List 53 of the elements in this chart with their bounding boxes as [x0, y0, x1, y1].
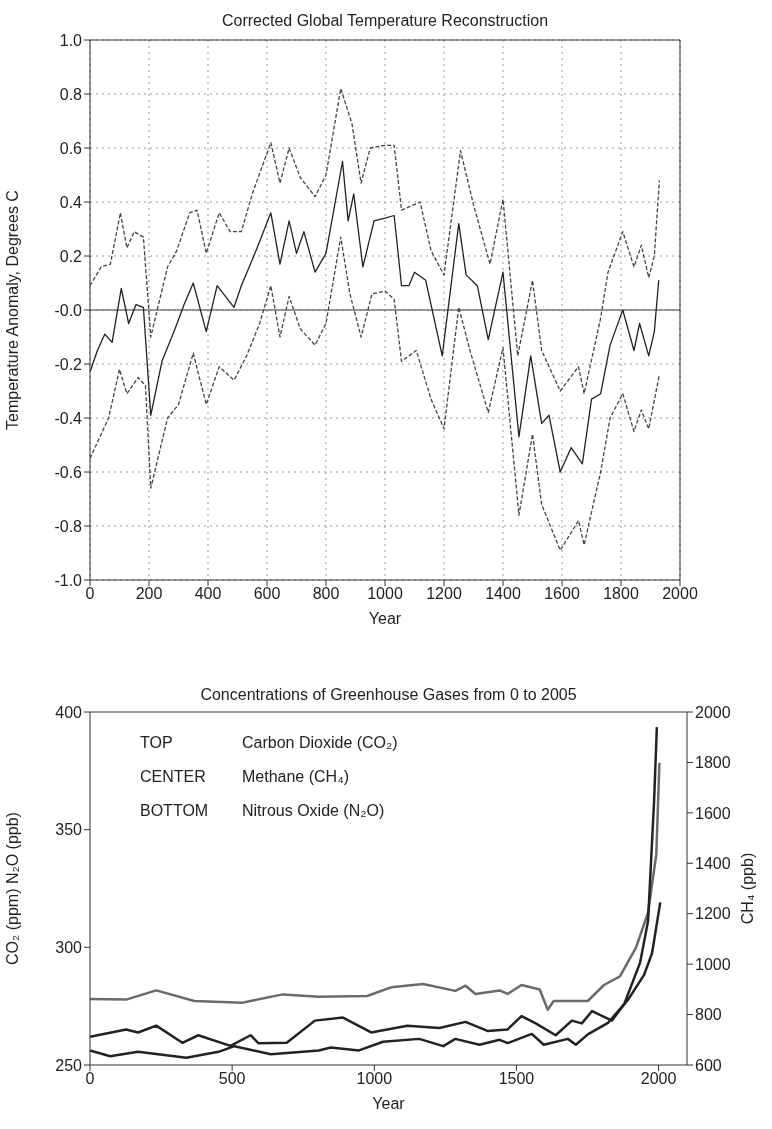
y-tick-label: 250 [55, 1056, 83, 1074]
x-tick-label: 0 [85, 1070, 95, 1088]
x-tick-label: 2000 [640, 1070, 677, 1088]
y-tick-label: -0.2 [54, 355, 83, 373]
y2-tick-label: 1400 [695, 854, 731, 872]
x-tick-label: 600 [253, 585, 281, 603]
y2-tick-label: 1000 [695, 955, 731, 973]
y-tick-label: 0.4 [59, 193, 83, 211]
x-tick-label: 1000 [367, 585, 403, 603]
y-tick-label: 1.0 [59, 31, 83, 49]
y-tick-label: -0.6 [54, 463, 83, 481]
chart-title: Corrected Global Temperature Reconstruction [220, 12, 550, 30]
y2-axis-title: CH₄ (ppb) [738, 852, 756, 925]
y-tick-label: 0.2 [59, 247, 83, 265]
x-tick-label: 2000 [662, 585, 698, 603]
x-tick-label: 200 [135, 585, 163, 603]
y2-tick-label: 1800 [695, 754, 731, 772]
y-tick-label: -1.0 [54, 571, 83, 589]
y-tick-label: 300 [55, 939, 83, 957]
y-tick-label: -0.4 [54, 409, 83, 427]
y-tick-label: -0.0 [54, 301, 83, 319]
x-tick-label: 1600 [544, 585, 580, 603]
y2-tick-label: 800 [695, 1006, 722, 1024]
y2-tick-label: 1600 [695, 804, 731, 822]
y2-tick-label: 1200 [695, 905, 731, 923]
line-series [90, 160, 660, 473]
x-tick-label: 1500 [498, 1070, 535, 1088]
y-tick-label: -0.8 [54, 517, 83, 535]
x-tick-label: 0 [85, 585, 95, 603]
x-tick-label: 1400 [485, 585, 521, 603]
chart-title: Concentrations of Greenhouse Gases from 0 to 2005 [199, 686, 578, 704]
line-series [90, 761, 661, 1011]
y-tick-label: 0.6 [59, 139, 83, 157]
y-tick-label: 400 [55, 703, 83, 721]
x-tick-label: 1000 [356, 1070, 393, 1088]
x-tick-label: 500 [218, 1070, 246, 1088]
x-tick-label: 1800 [603, 585, 639, 603]
y2-tick-label: 2000 [695, 703, 731, 721]
text: BOTTOM Nitrous Oxide (N₂O) [140, 802, 385, 819]
text: TOP Carbon Dioxide (CO₂) [140, 734, 398, 751]
y-tick-label: 350 [55, 821, 83, 839]
line-series [90, 236, 660, 551]
x-axis-title: Year [372, 1095, 406, 1112]
x-tick-label: 400 [194, 585, 222, 603]
y-tick-label: 0.8 [59, 85, 83, 103]
y-axis-title: CO₂ (ppm) N₂O (ppb) [3, 812, 21, 965]
text: CENTER Methane (CH₄) [140, 768, 350, 785]
y2-tick-label: 600 [695, 1056, 722, 1074]
x-tick-label: 1200 [426, 585, 462, 603]
line-series [90, 87, 660, 395]
y-axis-title: Temperature Anomaly, Degrees C [3, 190, 21, 430]
x-axis-title: Year [368, 610, 402, 627]
x-tick-label: 800 [312, 585, 340, 603]
